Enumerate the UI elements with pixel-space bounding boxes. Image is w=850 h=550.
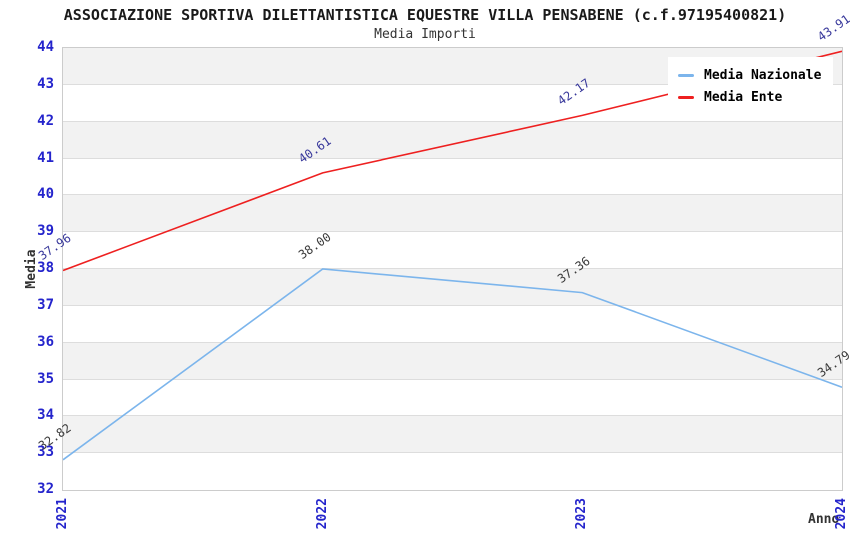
y-tick-label: 44 bbox=[37, 39, 54, 55]
plot-band bbox=[63, 269, 842, 306]
y-tick-label: 36 bbox=[37, 333, 54, 350]
gridline bbox=[63, 268, 842, 269]
y-tick-label: 38 bbox=[37, 260, 54, 276]
y-tick-label: 37 bbox=[37, 296, 54, 313]
gridline bbox=[63, 120, 842, 122]
series-line-media-nazionale bbox=[63, 268, 842, 461]
plot-band bbox=[63, 453, 842, 490]
gridline bbox=[63, 378, 842, 380]
plot-band bbox=[63, 379, 842, 417]
x-axis-title: Anno bbox=[808, 512, 840, 527]
plot-band bbox=[63, 232, 842, 269]
legend-item[interactable]: Media Ente bbox=[678, 86, 821, 108]
gridline bbox=[63, 157, 842, 159]
y-tick-label: 43 bbox=[37, 75, 54, 92]
plot-band bbox=[63, 305, 842, 343]
y-tick-label: 34 bbox=[37, 407, 54, 424]
plot-band bbox=[63, 195, 842, 233]
plot-band bbox=[63, 342, 842, 380]
y-tick-label: 39 bbox=[37, 223, 54, 240]
gridline bbox=[63, 194, 842, 196]
y-tick-label: 41 bbox=[37, 149, 54, 166]
plot-band bbox=[63, 416, 842, 454]
plot-band bbox=[63, 158, 842, 196]
legend-item[interactable]: Media Nazionale bbox=[678, 64, 821, 86]
gridline bbox=[63, 341, 842, 343]
legend: Media Nazionale Media Ente bbox=[668, 57, 834, 115]
gridline bbox=[63, 231, 842, 233]
gridline bbox=[63, 452, 842, 454]
gridline bbox=[63, 415, 842, 417]
y-tick-label: 33 bbox=[37, 444, 54, 461]
y-tick-label: 40 bbox=[37, 186, 54, 203]
y-tick-label: 32 bbox=[37, 481, 54, 497]
plot-band bbox=[63, 121, 842, 159]
y-tick-label: 35 bbox=[37, 370, 54, 387]
gridline bbox=[63, 83, 842, 85]
legend-label: Media Ente bbox=[704, 89, 783, 105]
chart-title: ASSOCIAZIONE SPORTIVA DILETTANTISTICA EQ… bbox=[63, 6, 787, 24]
legend-marker-line bbox=[678, 73, 694, 77]
y-tick-label: 42 bbox=[37, 112, 54, 129]
chart-subtitle: Media Importi bbox=[374, 27, 476, 42]
legend-label: Media Nazionale bbox=[704, 67, 822, 83]
gridline bbox=[63, 304, 842, 306]
legend-marker-line bbox=[678, 95, 694, 99]
